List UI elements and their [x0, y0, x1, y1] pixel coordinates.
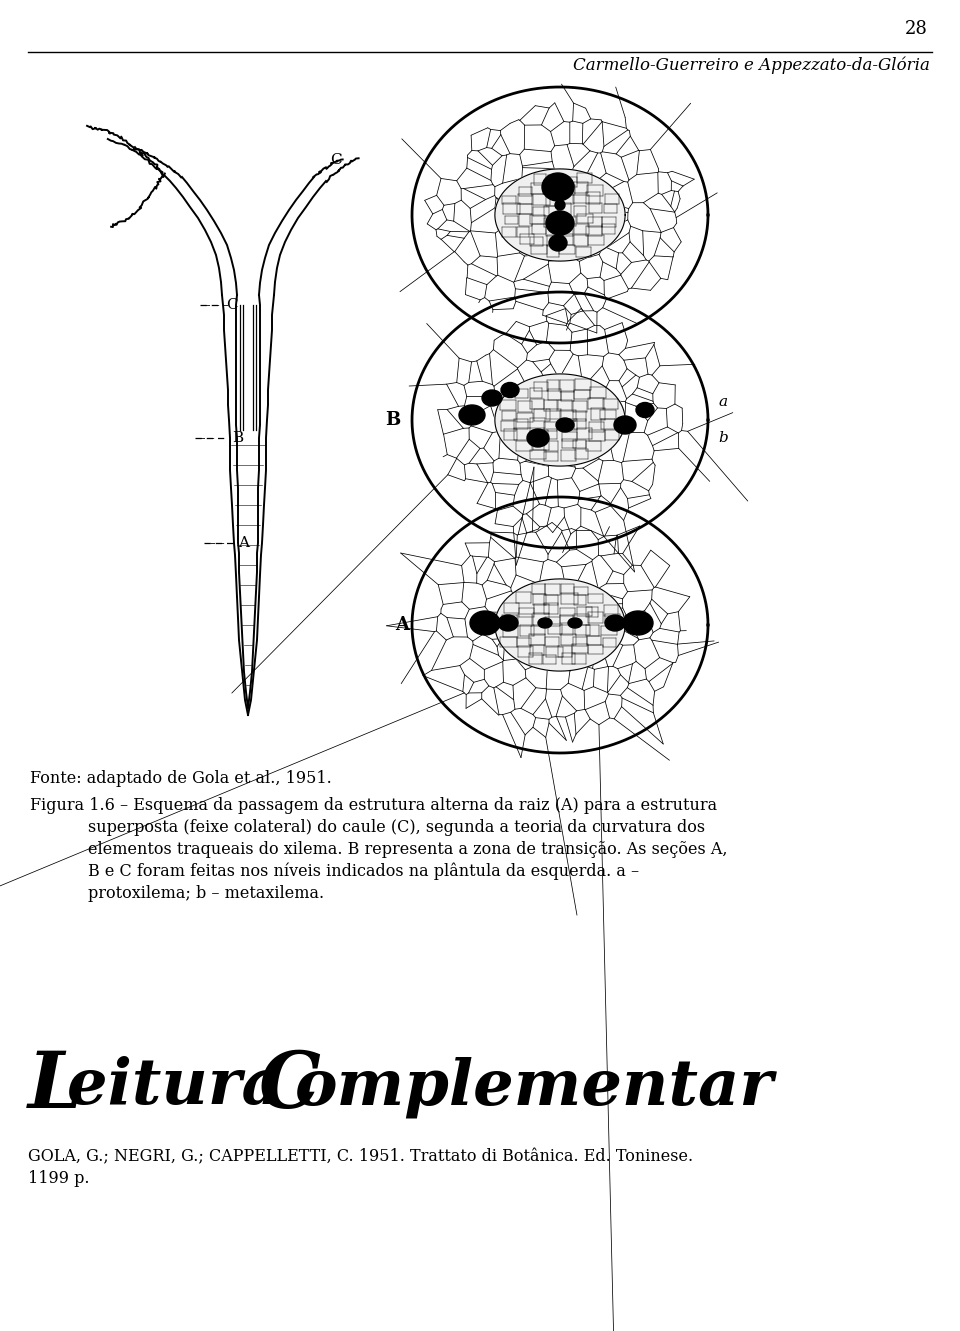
Text: A: A [238, 536, 249, 550]
Text: eitura: eitura [67, 1055, 305, 1118]
Ellipse shape [542, 173, 574, 201]
Ellipse shape [546, 212, 574, 236]
Text: superposta (feixe colateral) do caule (C), segunda a teoria da curvatura dos: superposta (feixe colateral) do caule (C… [88, 819, 706, 836]
Text: b: b [718, 431, 728, 445]
Polygon shape [412, 87, 708, 343]
Text: 28: 28 [905, 20, 928, 39]
Text: B e C foram feitas nos níveis indicados na plântula da esquerda. a –: B e C foram feitas nos níveis indicados … [88, 862, 639, 881]
Polygon shape [495, 374, 625, 466]
Ellipse shape [636, 402, 654, 418]
Text: C: C [330, 153, 342, 166]
Ellipse shape [482, 390, 502, 406]
Ellipse shape [538, 618, 552, 628]
Ellipse shape [527, 429, 549, 447]
Text: a: a [718, 395, 727, 409]
Text: L: L [28, 1047, 83, 1125]
Ellipse shape [470, 611, 500, 635]
Ellipse shape [614, 417, 636, 434]
Ellipse shape [556, 418, 574, 433]
Text: elementos traqueais do xilema. B representa a zona de transição. As seções A,: elementos traqueais do xilema. B represe… [88, 841, 728, 858]
Text: protoxilema; b – metaxilema.: protoxilema; b – metaxilema. [88, 885, 324, 902]
Text: Fonte: adaptado de Gola et al., 1951.: Fonte: adaptado de Gola et al., 1951. [30, 771, 332, 787]
Text: omplementar: omplementar [295, 1055, 774, 1118]
Ellipse shape [498, 615, 518, 631]
Text: B: B [385, 411, 400, 429]
Ellipse shape [568, 618, 582, 628]
Text: Carmello-Guerreiro e Appezzato-da-Glória: Carmello-Guerreiro e Appezzato-da-Glória [573, 57, 930, 75]
Ellipse shape [605, 615, 625, 631]
Polygon shape [495, 579, 625, 671]
Polygon shape [412, 496, 708, 753]
Polygon shape [495, 169, 625, 261]
Text: C: C [258, 1047, 320, 1125]
Text: GOLA, G.; NEGRI, G.; CAPPELLETTI, C. 1951. Trattato di Botânica. Ed. Toninese.: GOLA, G.; NEGRI, G.; CAPPELLETTI, C. 195… [28, 1149, 693, 1165]
Ellipse shape [623, 611, 653, 635]
Text: – – –: – – – [200, 433, 224, 443]
Text: B: B [232, 431, 243, 445]
Text: A: A [395, 616, 409, 634]
Ellipse shape [501, 382, 519, 398]
Text: C: C [226, 298, 238, 311]
Text: – – –: – – – [210, 538, 234, 548]
Text: – – –: – – – [205, 299, 228, 310]
Text: Figura 1.6 – Esquema da passagem da estrutura alterna da raiz (A) para a estrutu: Figura 1.6 – Esquema da passagem da estr… [30, 797, 717, 815]
Text: 1199 p.: 1199 p. [28, 1170, 89, 1187]
Ellipse shape [459, 405, 485, 425]
Polygon shape [412, 291, 708, 548]
Ellipse shape [555, 200, 565, 210]
Ellipse shape [549, 236, 567, 252]
